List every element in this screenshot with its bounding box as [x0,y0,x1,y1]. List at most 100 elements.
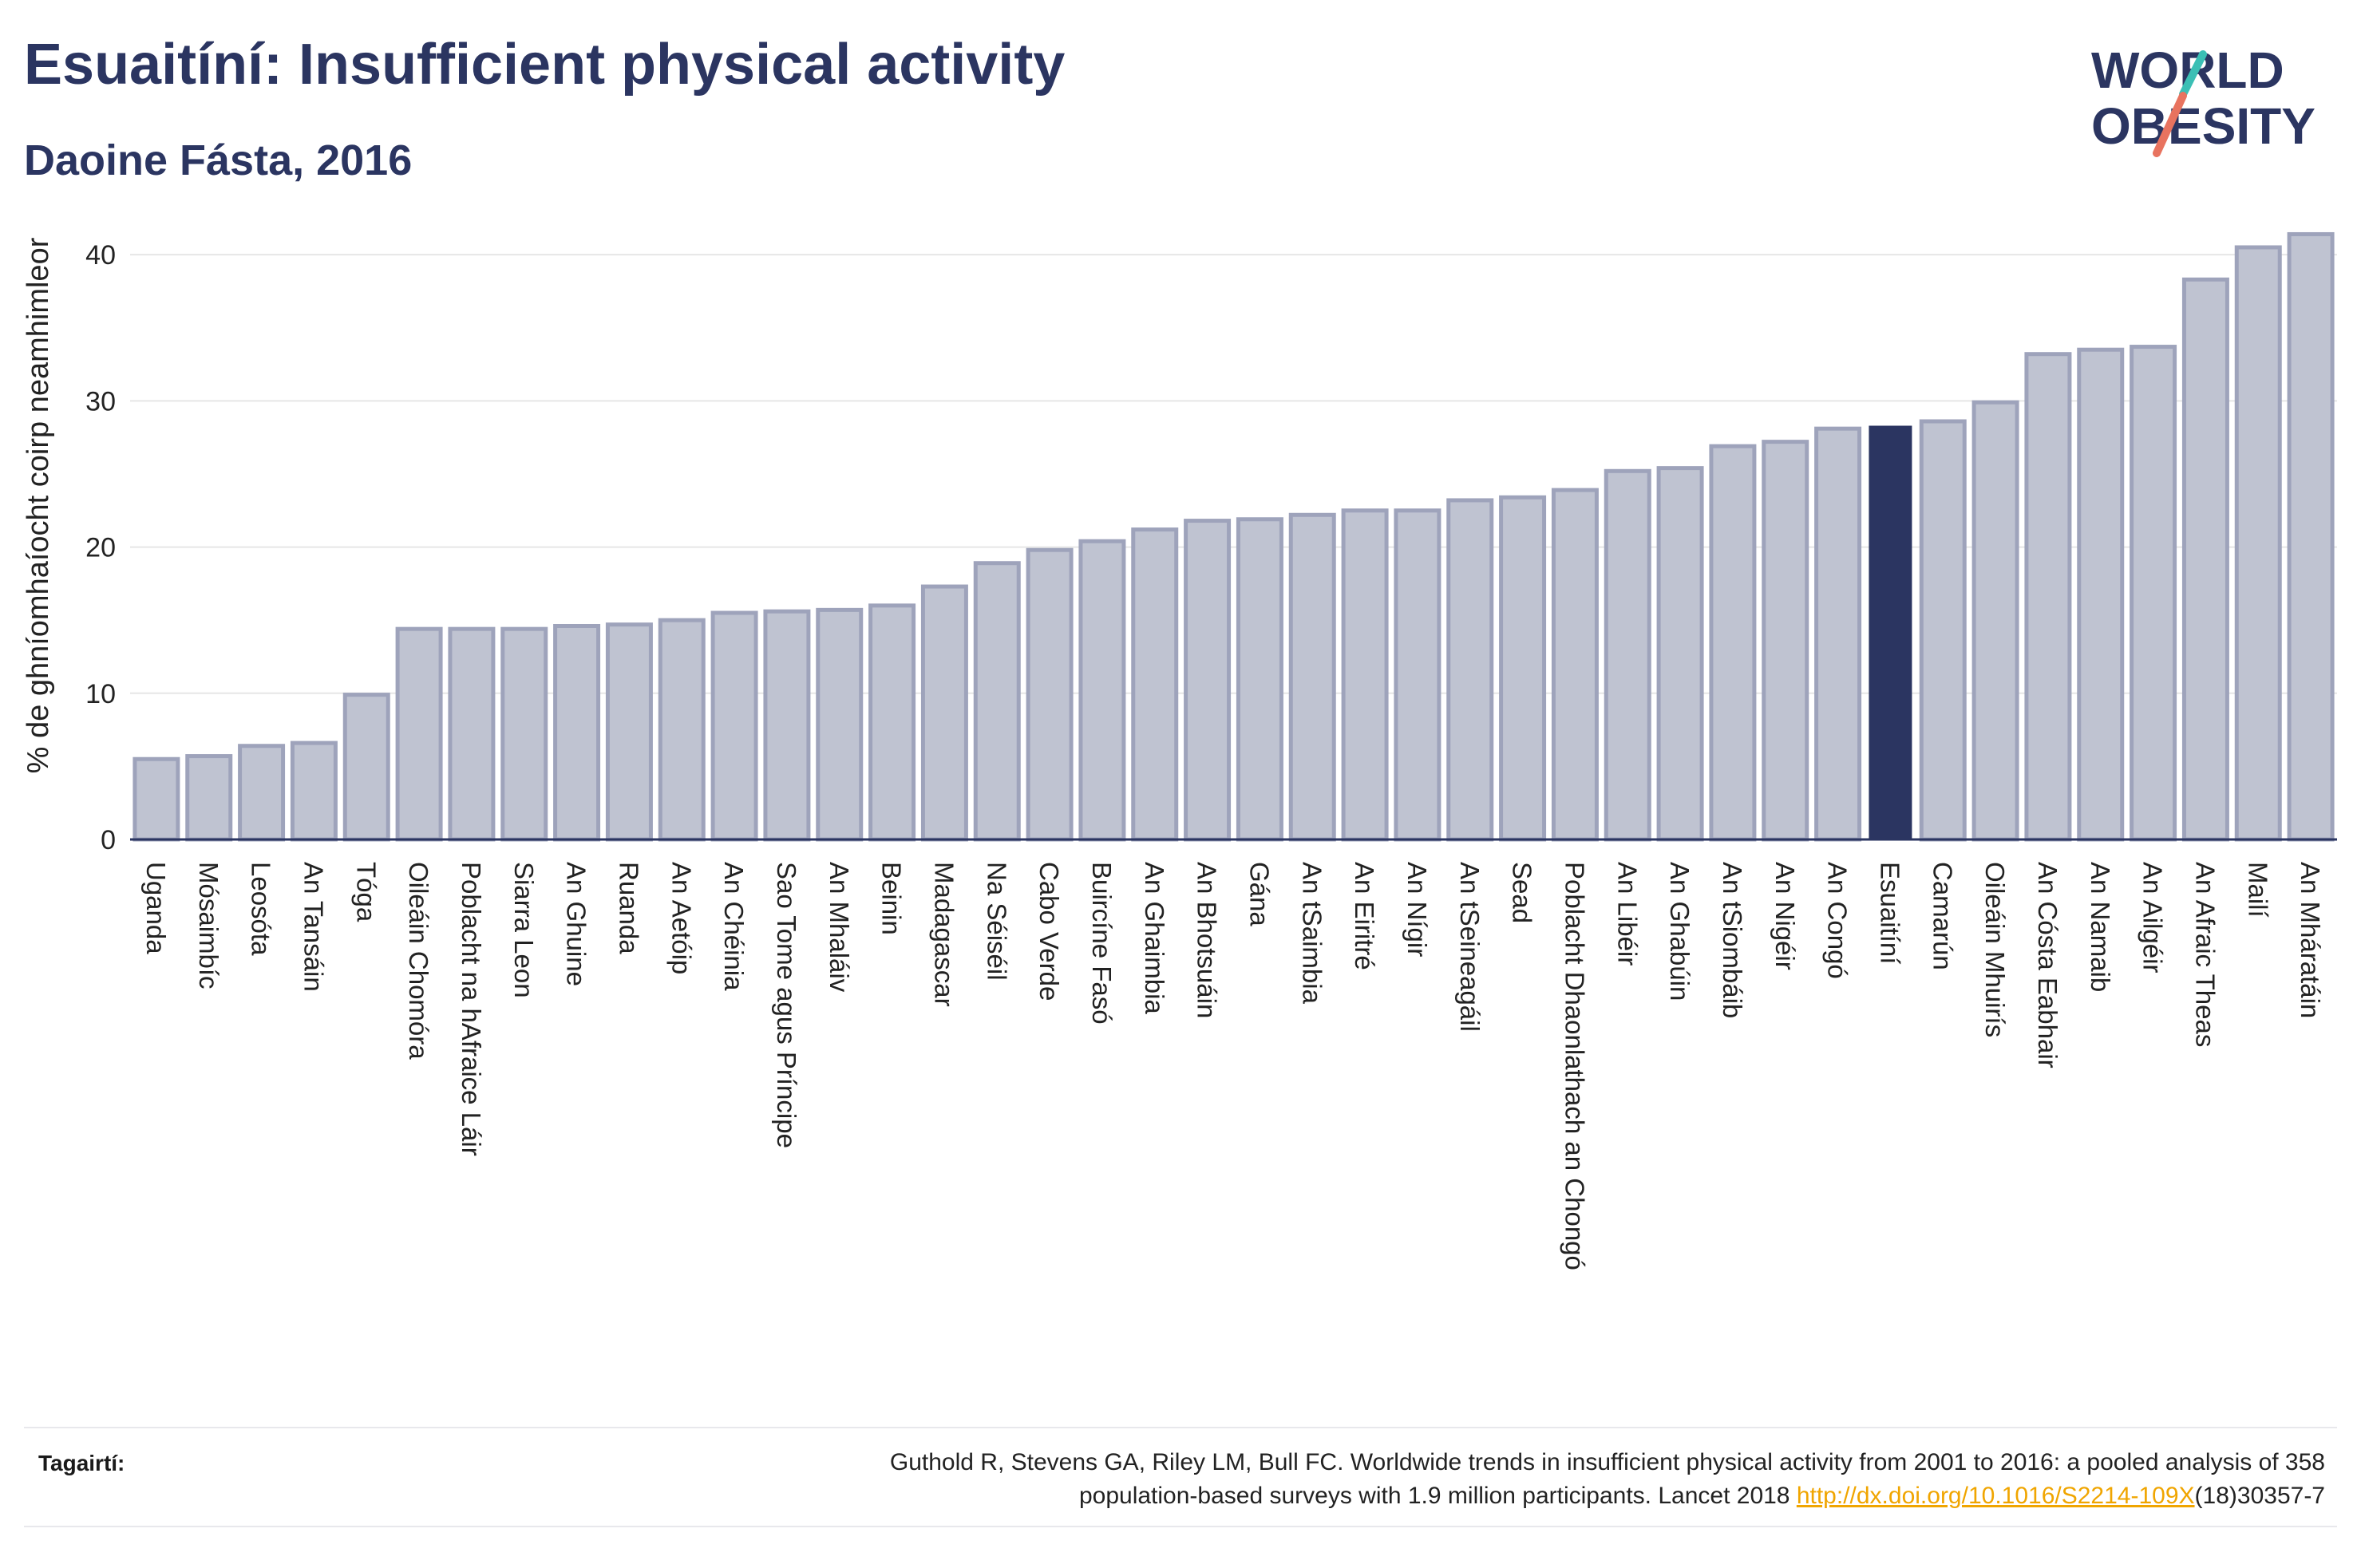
chart-subtitle: Daoine Fásta, 2016 [24,136,413,184]
gridlines [130,254,2337,694]
bar [238,744,286,842]
x-tick-label: Ruanda [614,862,643,954]
y-tick-label: 10 [85,679,116,709]
bar-highlighted [1869,425,1912,839]
bar [1236,517,1283,842]
reference-citation: Guthold R, Stevens GA, Riley LM, Bull FC… [489,1446,2325,1513]
bar [1026,547,1074,842]
x-tick-label: Poblacht Dhaonlathach an Chongó [1560,862,1589,1270]
bar [448,626,496,842]
bar [1551,488,1599,842]
x-tick-label: Beinin [877,862,907,935]
bar [2077,347,2125,842]
x-tick-label: Leosóta [247,862,276,956]
x-tick-label: An Afraic Theas [2190,862,2220,1047]
x-tick-label: An Ailgéir [2138,862,2168,973]
x-tick-label: An Nigéir [1770,862,1800,970]
x-tick-label: An Ghuine [562,862,591,986]
bar [710,610,758,842]
x-tick-label: Na Séiséil [982,862,1011,981]
footer-divider-top [24,1427,2337,1428]
x-tick-label: Mósaimbíc [194,862,223,989]
footer-divider-bottom [24,1526,2337,1527]
x-tick-label: An Aetóip [666,862,696,974]
bar [2181,277,2229,842]
bar [1078,539,1126,842]
x-tick-label: An Libéir [1612,862,1642,966]
bar [132,756,180,842]
x-tick-label: Sead [1508,862,1537,923]
x-tick-label: An tSiombáib [1718,862,1747,1018]
x-tick-label: Poblacht na hAfraice Láir [457,862,486,1156]
x-tick-label: An Bhotsuáin [1192,862,1222,1018]
x-tick-label: An Eiritré [1350,862,1379,970]
bar [2287,231,2335,842]
bar [1446,498,1494,842]
x-tick-label: An Ghabúin [1665,862,1695,1001]
x-tick-label: Cabo Verde [1034,862,1064,1001]
x-tick-label: An Chéinia [719,862,749,991]
bar [868,603,916,842]
x-tick-label: An tSeineagáil [1455,862,1485,1032]
x-tick-label: Sao Tome agus Príncipe [772,862,801,1148]
bar [500,626,548,842]
bar [553,624,601,842]
world-obesity-logo: WORLD OBESITY [2091,41,2316,157]
bar [1341,508,1389,842]
x-tick-label: Esuaitíní [1875,862,1904,964]
bar [763,609,811,842]
bar [1709,444,1757,842]
bar [605,622,653,842]
bar [290,741,338,842]
bar [1499,495,1547,842]
reference-line-1: Guthold R, Stevens GA, Riley LM, Bull FC… [889,1449,2325,1475]
bar [920,584,968,842]
x-tick-label: Buircíne Fasó [1087,862,1117,1025]
x-tick-label: Uganda [141,862,171,954]
x-tick-label: An Cósta Eabhair [2033,862,2062,1068]
x-tick-label: Gána [1244,862,1274,926]
x-tick-label: An Mháratáin [2296,862,2325,1018]
y-tick-label: 40 [85,240,116,271]
bar [1604,468,1651,842]
axes: 0 10 20 30 40 Uganda Mósaimbíc Leosóta An Tansái… [22,237,2337,1270]
x-tick-label: Tóga [351,862,381,922]
logo-slash-teal [2179,50,2207,98]
x-tick-label: Oileáin Chomóra [404,862,433,1060]
bar [1762,440,1809,842]
bar [2234,245,2282,842]
bar [185,754,233,842]
x-tick-label: Oileáin Mhuirís [1980,862,2010,1037]
y-axis-title: % de ghníomhaíocht coirp neamhimleor [22,237,55,773]
y-tick-label: 30 [85,386,116,417]
bar [395,626,443,842]
logo-slash-coral [2153,92,2187,157]
bar [1288,512,1336,842]
x-tick-label: An Tansáin [299,862,328,992]
logo-word-obesity: OBESITY [2091,97,2316,155]
bar [1184,519,1232,842]
bar [1919,419,1967,842]
bar [1131,527,1179,842]
bar [973,561,1021,842]
x-tick-label: Siarra Leon [509,862,539,998]
bar [1394,508,1442,842]
chart-title: Esuaitíní: Insufficient physical activit… [24,33,1066,97]
bar [1656,466,1704,842]
bar [342,693,390,842]
x-tick-label: Madagascar [929,862,959,1007]
reference-line-2: population-based surveys with 1.9 millio… [1078,1483,1797,1509]
bars [132,231,2335,842]
x-tick-label: An Nígir [1402,862,1432,957]
y-tick-label: 20 [85,533,116,563]
bar [1814,426,1862,842]
bar [658,618,706,842]
x-tick-label: An Mhaláiv [825,862,854,993]
bar-chart: 0 10 20 30 40 Uganda Mósaimbíc Leosóta An Tansái… [22,231,2337,1270]
x-tick-label: Mailí [2243,862,2272,918]
bar [816,607,864,842]
bar [1971,400,2019,842]
doi-link[interactable]: http://dx.doi.org/10.1016/S2214-109X [1796,1483,2195,1509]
x-tick-label: An Congó [1823,862,1853,979]
x-tick-label: An Ghaimbia [1140,862,1169,1014]
